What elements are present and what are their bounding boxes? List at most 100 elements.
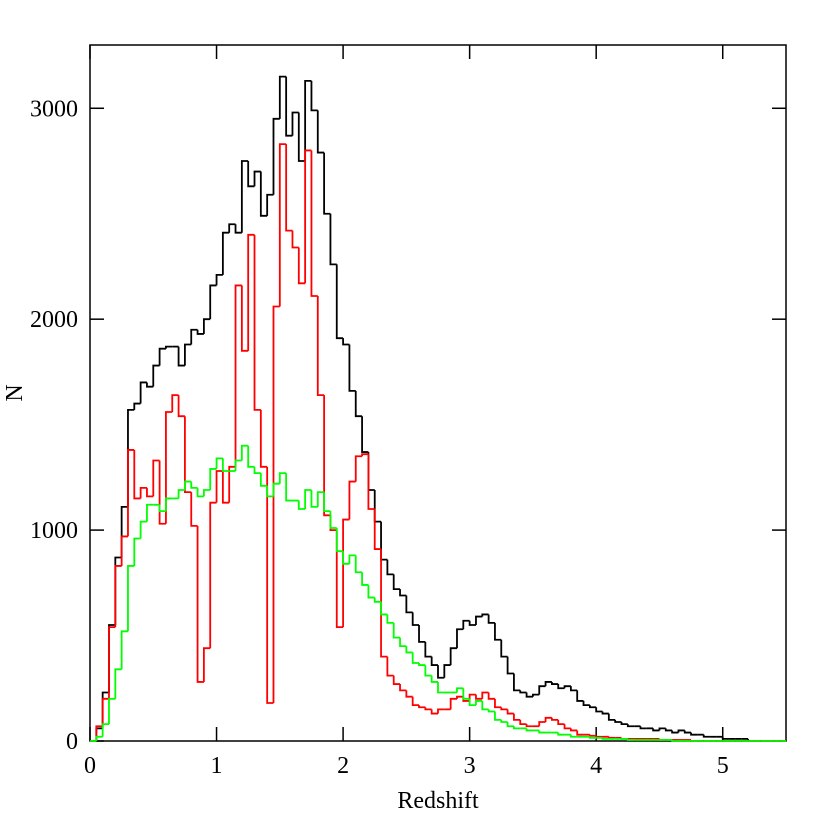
histogram-step — [152, 459, 160, 497]
histogram-step — [538, 721, 546, 727]
histogram-step — [519, 690, 527, 694]
histogram-step — [108, 626, 116, 699]
histogram-step — [114, 565, 122, 628]
histogram-step — [95, 727, 103, 741]
histogram-step — [127, 565, 135, 632]
histogram-step — [569, 734, 578, 738]
histogram-step — [601, 737, 609, 740]
histogram-step — [588, 736, 597, 739]
histogram-step — [519, 719, 527, 726]
histogram-step — [494, 622, 502, 641]
histogram-step — [114, 668, 122, 699]
histogram-step — [595, 735, 603, 738]
histogram-step — [127, 449, 135, 537]
histogram-step — [683, 730, 692, 734]
histogram-step — [639, 726, 647, 730]
histogram-step — [335, 530, 344, 629]
histogram-step — [348, 480, 356, 520]
histogram-step — [323, 395, 331, 517]
histogram-step — [506, 656, 514, 675]
histogram-step — [139, 381, 147, 404]
histogram-step — [266, 466, 274, 704]
histogram-step — [108, 624, 116, 693]
histogram-step — [259, 171, 268, 217]
histogram-step — [316, 110, 325, 154]
histogram-step — [202, 318, 211, 334]
histogram-step — [202, 489, 211, 497]
histogram-step — [399, 637, 407, 647]
histogram-step — [475, 694, 483, 700]
histogram-step — [557, 684, 565, 690]
histogram-step — [278, 472, 287, 484]
histogram-step — [601, 711, 609, 715]
histogram-step — [392, 675, 401, 685]
histogram-step — [158, 460, 166, 525]
histogram-step — [405, 690, 413, 698]
histogram-step — [165, 497, 173, 512]
histogram-step — [456, 628, 464, 649]
x-tick-label: 2 — [337, 753, 349, 779]
histogram-step — [456, 695, 464, 699]
histogram-step — [386, 614, 394, 624]
histogram-step — [108, 697, 116, 725]
histogram-step — [671, 730, 679, 734]
histogram-step — [513, 713, 521, 721]
histogram-step — [424, 665, 432, 677]
y-tick-label: 1000 — [30, 518, 78, 544]
histogram-step — [557, 719, 565, 726]
histogram-step — [253, 234, 261, 411]
histogram-step — [202, 647, 211, 682]
histogram-step — [373, 509, 382, 550]
histogram-step — [380, 549, 388, 658]
histogram-step — [430, 709, 438, 715]
histogram-step — [481, 691, 489, 699]
histogram-step — [563, 685, 571, 689]
histogram-step — [215, 470, 223, 503]
histogram-step — [209, 468, 217, 491]
histogram-step — [443, 664, 451, 678]
histogram-step — [569, 686, 578, 692]
histogram-step — [494, 698, 502, 709]
x-tick-label: 3 — [464, 753, 476, 779]
histogram-step — [430, 675, 438, 683]
histogram-step — [285, 144, 293, 232]
histogram-step — [456, 687, 464, 693]
histogram-step — [297, 247, 306, 285]
histogram-step — [215, 273, 223, 286]
histogram-step — [329, 511, 337, 529]
histogram-step — [272, 482, 280, 497]
histogram-step — [139, 520, 147, 539]
histogram-step — [165, 411, 173, 524]
histogram-step — [550, 717, 559, 721]
histogram-step — [184, 416, 192, 494]
histogram-step — [253, 466, 261, 475]
histogram-step — [380, 521, 388, 561]
histogram-step — [430, 656, 438, 666]
histogram-step — [525, 728, 533, 732]
x-axis-label: Redshift — [397, 788, 479, 814]
histogram-step — [449, 647, 457, 666]
histogram-step — [310, 490, 318, 508]
histogram-step — [285, 76, 293, 137]
histogram-step — [500, 639, 508, 658]
histogram-step — [525, 724, 533, 728]
histogram-step — [259, 409, 268, 468]
histogram-step — [259, 473, 268, 487]
histogram-step — [304, 489, 312, 509]
histogram-step — [228, 465, 236, 503]
histogram-step — [335, 527, 344, 553]
histogram-step — [487, 709, 495, 713]
histogram-step — [234, 459, 242, 472]
histogram-step — [285, 473, 293, 502]
histogram-step — [196, 329, 204, 335]
histogram-step — [120, 535, 128, 566]
histogram-step — [215, 457, 223, 469]
histogram-step — [418, 662, 426, 666]
histogram-step — [721, 736, 730, 740]
histogram-step — [146, 503, 154, 522]
histogram-step — [101, 697, 109, 727]
plot-frame — [89, 44, 787, 742]
histogram-step — [664, 728, 673, 732]
histogram-step — [386, 656, 394, 677]
histogram-step — [544, 716, 552, 723]
